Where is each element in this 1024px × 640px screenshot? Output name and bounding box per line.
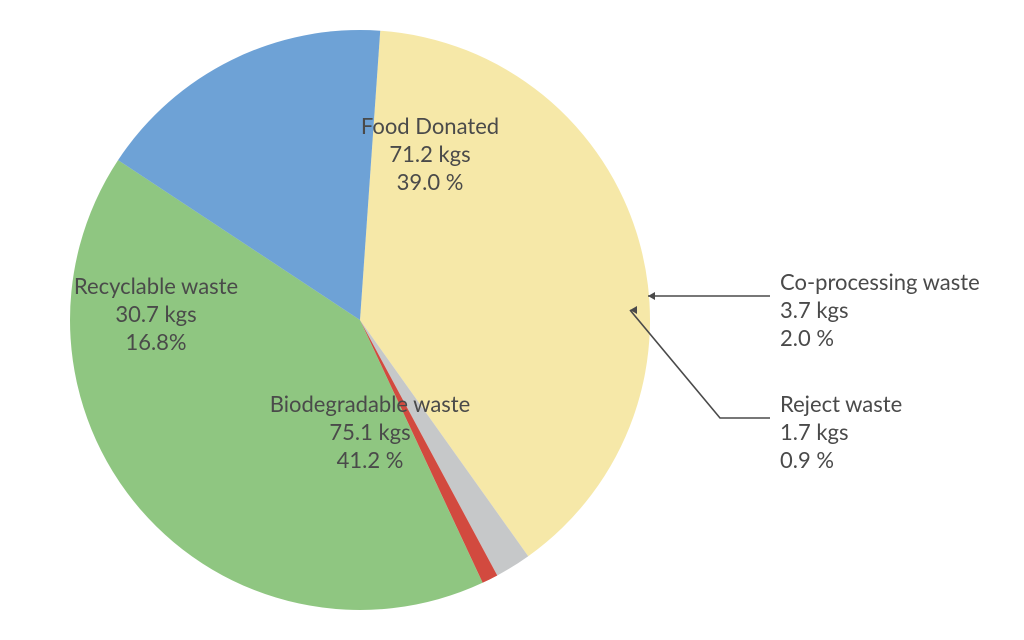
slice-label-reject-percent_text: 0.9 % xyxy=(780,446,834,473)
slice-label-recyclable-percent_text: 16.8% xyxy=(125,328,186,355)
slice-label-biodegradable-label: Biodegradable waste xyxy=(270,390,471,417)
slice-label-recyclable-value_text: 30.7 kgs xyxy=(115,300,196,327)
slice-label-recyclable-label: Recyclable waste xyxy=(74,272,238,299)
slice-label-biodegradable-percent_text: 41.2 % xyxy=(337,446,404,473)
slice-label-food_donated-percent_text: 39.0 % xyxy=(397,168,464,195)
slice-label-biodegradable-value_text: 75.1 kgs xyxy=(329,418,410,445)
slice-label-food_donated-label: Food Donated xyxy=(361,112,499,139)
slice-label-co_processing-value_text: 3.7 kgs xyxy=(780,296,849,323)
slice-label-co_processing-percent_text: 2.0 % xyxy=(780,324,834,351)
slice-label-reject-label: Reject waste xyxy=(780,390,902,417)
slice-label-food_donated-value_text: 71.2 kgs xyxy=(389,140,470,167)
leader-reject xyxy=(630,310,770,418)
waste-pie-chart: Food Donated71.2 kgs39.0 % Co-processing … xyxy=(0,0,1024,640)
slice-label-co_processing-label: Co-processing waste xyxy=(780,268,980,295)
slice-label-reject-value_text: 1.7 kgs xyxy=(780,418,849,445)
